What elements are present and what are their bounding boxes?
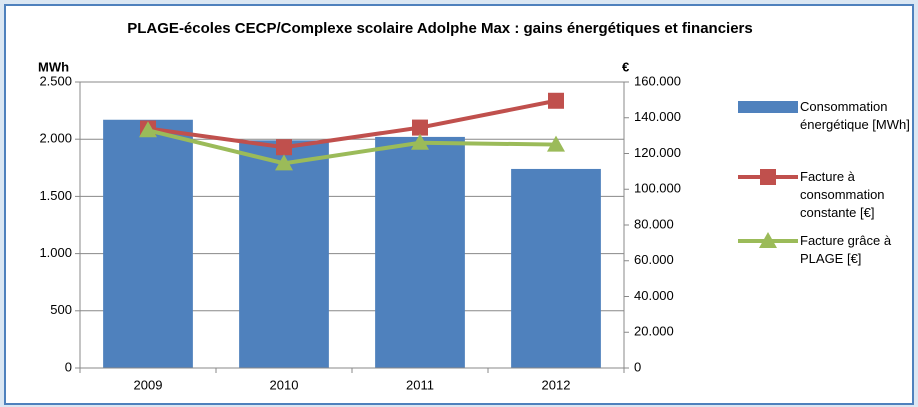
y-tick-label: 2.500 xyxy=(39,73,72,88)
line xyxy=(147,128,557,166)
legend-swatch xyxy=(738,101,798,113)
bar xyxy=(239,140,329,368)
legend-label: Facture grâce à PLAGE [€] xyxy=(800,233,892,266)
chart-title: PLAGE-écoles CECP/Complexe scolaire Adol… xyxy=(127,20,753,37)
x-tick-label: 2010 xyxy=(270,377,299,392)
line xyxy=(147,98,557,150)
y2-tick-label: 160.000 xyxy=(634,73,681,88)
y2-tick-label: 80.000 xyxy=(634,216,674,231)
x-tick-label: 2012 xyxy=(542,377,571,392)
y-tick-label: 2.000 xyxy=(39,131,72,146)
legend-marker xyxy=(759,232,777,248)
marker xyxy=(547,135,565,152)
marker xyxy=(411,133,429,150)
x-tick-label: 2009 xyxy=(134,377,163,392)
y-tick-label: 500 xyxy=(50,302,72,317)
y-tick-label: 1.500 xyxy=(39,188,72,203)
y-tick-label: 0 xyxy=(65,359,72,374)
marker xyxy=(548,92,564,109)
bar xyxy=(511,168,601,368)
y2-tick-label: 140.000 xyxy=(634,109,681,124)
marker xyxy=(275,154,293,171)
legend-marker xyxy=(760,169,776,185)
legend-label: Consommation énergétique [MWh] xyxy=(800,99,910,132)
y2-tick-label: 20.000 xyxy=(634,324,674,339)
bar xyxy=(375,136,465,368)
marker xyxy=(139,121,157,138)
legend-label: Facture à consommation constante [€] xyxy=(800,169,885,220)
y2-tick-label: 100.000 xyxy=(634,181,681,196)
y2-tick-label: 60.000 xyxy=(634,252,674,267)
y-axis-label: MWh xyxy=(38,59,69,74)
y-tick-label: 1.000 xyxy=(39,245,72,260)
y2-tick-label: 120.000 xyxy=(634,145,681,160)
marker xyxy=(412,119,428,136)
y2-tick-label: 40.000 xyxy=(634,288,674,303)
y2-tick-label: 0 xyxy=(634,359,641,374)
bar xyxy=(103,119,193,368)
marker xyxy=(276,139,292,156)
x-tick-label: 2011 xyxy=(406,377,434,392)
y2-axis-label: € xyxy=(622,59,629,74)
